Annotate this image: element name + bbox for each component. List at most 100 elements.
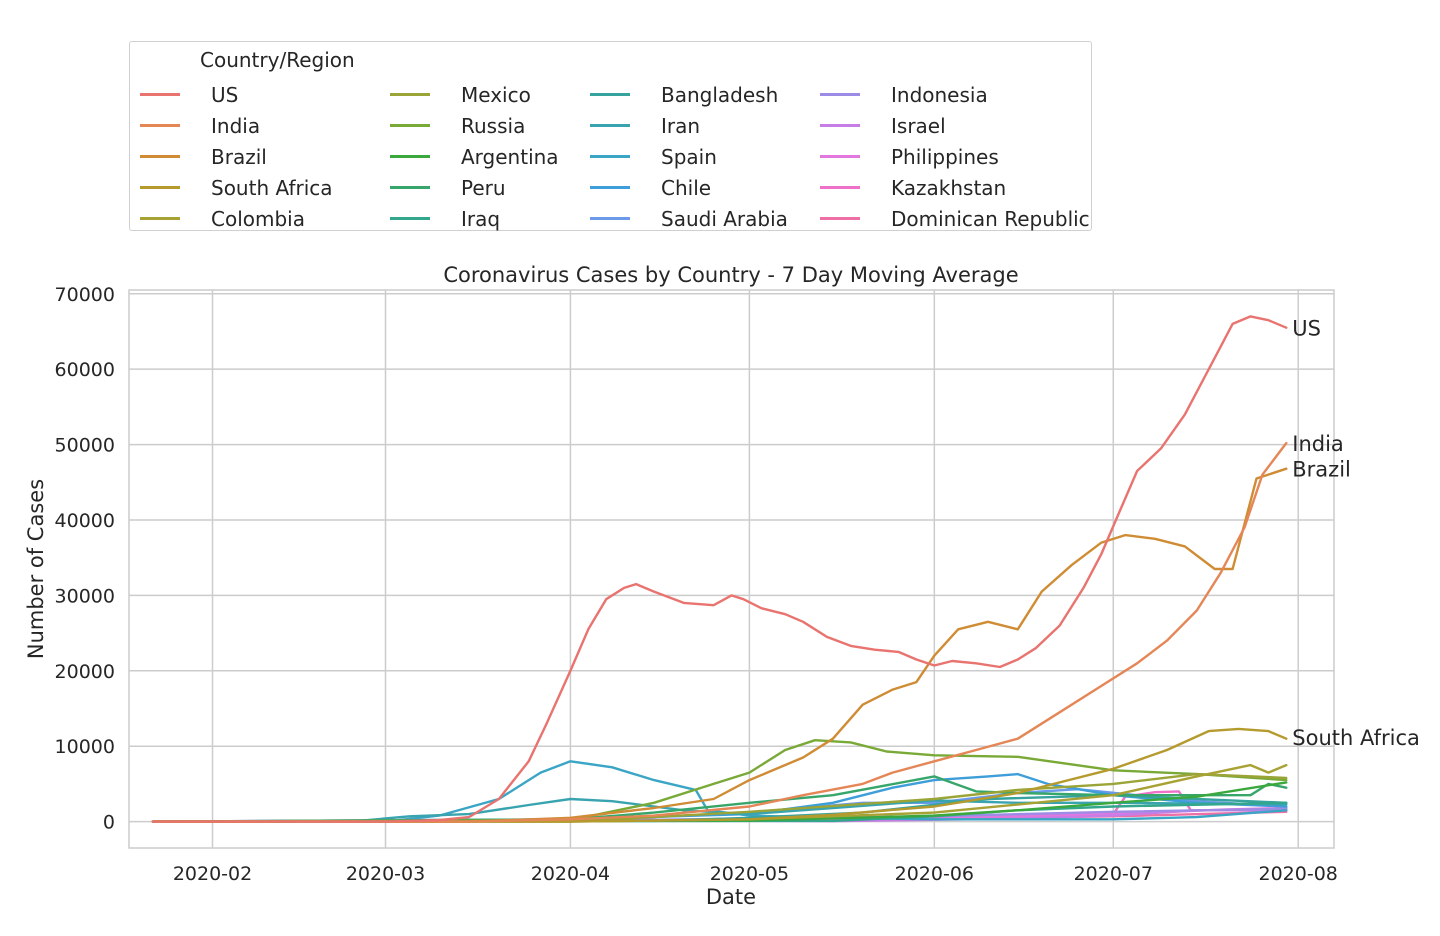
legend-swatch xyxy=(390,124,430,127)
legend-item: Mexico xyxy=(390,79,559,110)
legend-swatch xyxy=(390,155,430,158)
legend-swatch xyxy=(140,217,180,220)
legend-swatch xyxy=(140,124,180,127)
legend-swatch xyxy=(140,93,180,96)
legend-swatch xyxy=(820,124,860,127)
legend-item: Russia xyxy=(390,110,559,141)
end-label: Brazil xyxy=(1292,458,1351,482)
legend-item: Spain xyxy=(590,141,788,172)
legend-label: Argentina xyxy=(461,144,559,169)
legend-item: Saudi Arabia xyxy=(590,203,788,234)
series-line-russia xyxy=(151,739,1288,823)
x-tick-label: 2020-06 xyxy=(895,863,974,885)
legend-swatch xyxy=(590,155,630,158)
y-axis-ticks: 0 10000 20000 30000 40000 50000 60000 70000 xyxy=(55,284,115,834)
legend-item: US xyxy=(140,79,333,110)
legend-label: India xyxy=(211,113,261,138)
series-line-us xyxy=(151,315,1288,823)
legend-label: Bangladesh xyxy=(661,82,779,107)
legend-label: Indonesia xyxy=(891,82,988,107)
legend-item: Bangladesh xyxy=(590,79,788,110)
legend-label: Mexico xyxy=(461,82,531,107)
legend-swatch xyxy=(590,124,630,127)
legend-label: Colombia xyxy=(211,206,305,231)
legend-item: Dominican Republic xyxy=(820,203,1090,234)
end-label: India xyxy=(1292,432,1344,456)
x-tick-label: 2020-05 xyxy=(710,863,789,885)
legend-swatch xyxy=(590,186,630,189)
legend-swatch xyxy=(390,186,430,189)
x-axis-label: Date xyxy=(706,885,756,909)
legend-label: Kazakhstan xyxy=(891,175,1007,200)
y-tick-label: 20000 xyxy=(55,661,115,683)
legend-label: Israel xyxy=(891,113,946,138)
series-line-peru xyxy=(151,775,1288,823)
chart-title: Coronavirus Cases by Country - 7 Day Mov… xyxy=(443,263,1018,287)
legend-label: Iraq xyxy=(461,206,501,231)
legend-swatch xyxy=(820,186,860,189)
legend-label: Iran xyxy=(661,113,701,138)
legend-swatch xyxy=(590,93,630,96)
legend-swatch xyxy=(140,155,180,158)
legend-item: Israel xyxy=(820,110,1090,141)
x-axis-ticks: 2020-02 2020-03 2020-04 2020-05 2020-06 2020-… xyxy=(173,863,1338,885)
legend-swatch xyxy=(820,155,860,158)
series-line-iran xyxy=(151,797,1288,823)
series-line-south-africa xyxy=(151,727,1288,823)
plot-frame xyxy=(128,289,1335,849)
legend-label: Dominican Republic xyxy=(891,206,1090,231)
end-label: US xyxy=(1292,317,1321,341)
legend-label: Philippines xyxy=(891,144,999,169)
legend-item: Philippines xyxy=(820,141,1090,172)
legend-swatch xyxy=(140,186,180,189)
y-tick-label: 0 xyxy=(103,812,115,834)
x-tick-label: 2020-08 xyxy=(1259,863,1338,885)
legend-swatch xyxy=(590,217,630,220)
legend-swatch xyxy=(390,217,430,220)
x-tick-label: 2020-03 xyxy=(346,863,425,885)
legend-item: Chile xyxy=(590,172,788,203)
y-tick-label: 10000 xyxy=(55,736,115,758)
legend-item: Argentina xyxy=(390,141,559,172)
legend-swatch xyxy=(820,93,860,96)
x-tick-label: 2020-02 xyxy=(173,863,252,885)
legend-label: Spain xyxy=(661,144,717,169)
y-tick-label: 60000 xyxy=(55,359,115,381)
series-lines xyxy=(151,315,1288,823)
series-line-india xyxy=(151,441,1288,823)
legend-item: Iraq xyxy=(390,203,559,234)
legend-item: Peru xyxy=(390,172,559,203)
legend-column: Mexico Russia Argentina Peru Iraq xyxy=(390,79,559,234)
end-label: South Africa xyxy=(1292,726,1420,750)
legend-item: India xyxy=(140,110,333,141)
legend-item: Kazakhstan xyxy=(820,172,1090,203)
legend-swatch xyxy=(820,217,860,220)
series-line-mexico xyxy=(151,772,1288,823)
legend: Country/Region US India Brazil South Africa… xyxy=(129,41,1092,231)
series-line-brazil xyxy=(151,467,1288,823)
legend-column: Indonesia Israel Philippines Kazakhstan Domi… xyxy=(820,79,1090,234)
legend-label: Saudi Arabia xyxy=(661,206,788,231)
y-tick-label: 70000 xyxy=(55,284,115,306)
y-tick-label: 40000 xyxy=(55,510,115,532)
legend-item: South Africa xyxy=(140,172,333,203)
legend-swatch xyxy=(390,93,430,96)
y-tick-label: 30000 xyxy=(55,585,115,607)
legend-label: US xyxy=(211,82,239,107)
plot-area xyxy=(129,290,1334,848)
legend-label: South Africa xyxy=(211,175,333,200)
legend-item: Brazil xyxy=(140,141,333,172)
legend-column: US India Brazil South Africa Colombia xyxy=(140,79,333,234)
legend-label: Russia xyxy=(461,113,526,138)
y-axis-label: Number of Cases xyxy=(24,479,48,659)
legend-label: Chile xyxy=(661,175,712,200)
legend-item: Iran xyxy=(590,110,788,141)
y-tick-label: 50000 xyxy=(55,435,115,457)
legend-item: Colombia xyxy=(140,203,333,234)
legend-column: Bangladesh Iran Spain Chile Saudi Arabia xyxy=(590,79,788,234)
x-tick-label: 2020-07 xyxy=(1074,863,1153,885)
x-tick-label: 2020-04 xyxy=(531,863,610,885)
legend-label: Peru xyxy=(461,175,506,200)
